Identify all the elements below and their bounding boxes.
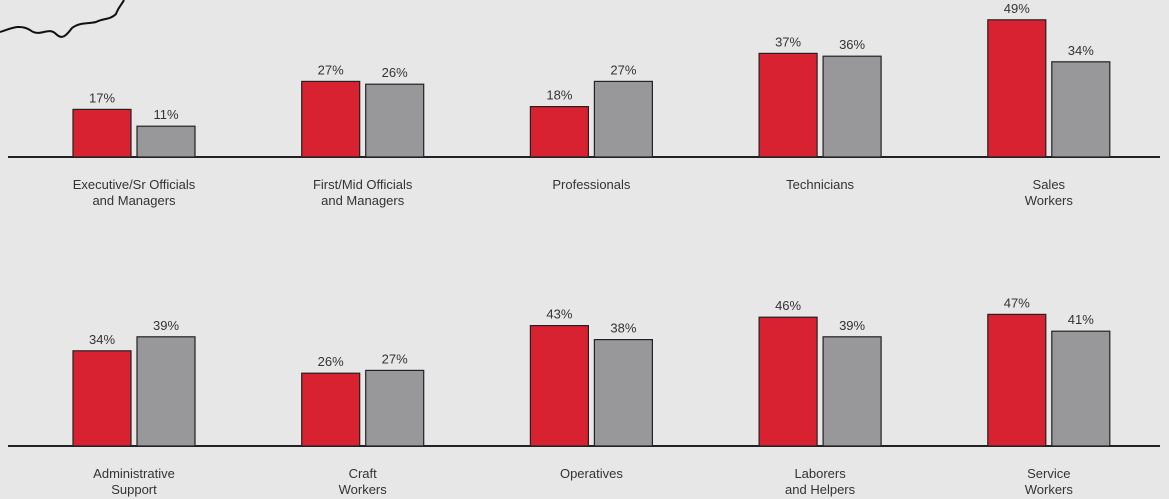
category-label: Craft Workers xyxy=(338,466,387,497)
value-label: 27% xyxy=(318,62,344,77)
bar xyxy=(365,83,425,158)
bar xyxy=(758,316,818,447)
bar xyxy=(1051,330,1111,447)
value-label: 34% xyxy=(89,332,115,347)
bar xyxy=(301,372,361,447)
value-label: 41% xyxy=(1068,312,1094,327)
bar xyxy=(822,55,882,158)
value-label: 47% xyxy=(1004,295,1030,310)
value-label: 49% xyxy=(1004,1,1030,16)
bar xyxy=(593,339,654,447)
value-label: 11% xyxy=(153,107,178,122)
category-label: Sales Workers xyxy=(1024,177,1073,208)
category-label: Laborers and Helpers xyxy=(785,466,856,497)
value-label: 39% xyxy=(839,318,865,333)
value-label: 27% xyxy=(610,62,636,77)
category-label: Operatives xyxy=(559,466,623,481)
value-label: 39% xyxy=(153,318,179,333)
bar xyxy=(1051,61,1111,158)
bar xyxy=(987,313,1047,447)
value-label: 27% xyxy=(382,351,408,366)
category-label: First/Mid Officials and Managers xyxy=(312,177,413,208)
value-label: 38% xyxy=(610,321,636,336)
category-label: Technicians xyxy=(786,177,855,192)
bar xyxy=(529,325,590,447)
value-label: 46% xyxy=(775,298,801,313)
bar xyxy=(822,336,882,447)
category-label: Professionals xyxy=(552,177,631,192)
bar xyxy=(301,80,361,158)
value-label: 18% xyxy=(546,88,572,103)
value-label: 37% xyxy=(775,34,801,49)
bar xyxy=(136,336,196,447)
bar xyxy=(72,108,132,158)
value-label: 17% xyxy=(89,90,115,105)
bar xyxy=(365,369,425,447)
value-label: 26% xyxy=(318,354,344,369)
category-label: Executive/Sr Officials and Managers xyxy=(72,177,196,208)
category-label: Service Workers xyxy=(1024,466,1073,497)
value-label: 26% xyxy=(382,65,408,80)
value-label: 43% xyxy=(546,307,572,322)
category-label: Administrative Support xyxy=(93,466,175,497)
bar xyxy=(987,19,1047,158)
bar xyxy=(72,350,132,447)
value-label: 34% xyxy=(1068,43,1094,58)
map-outline xyxy=(0,0,125,38)
bar xyxy=(593,80,654,158)
bar xyxy=(136,125,196,158)
bar xyxy=(529,105,590,158)
value-label: 36% xyxy=(839,37,865,52)
bar xyxy=(758,52,818,158)
